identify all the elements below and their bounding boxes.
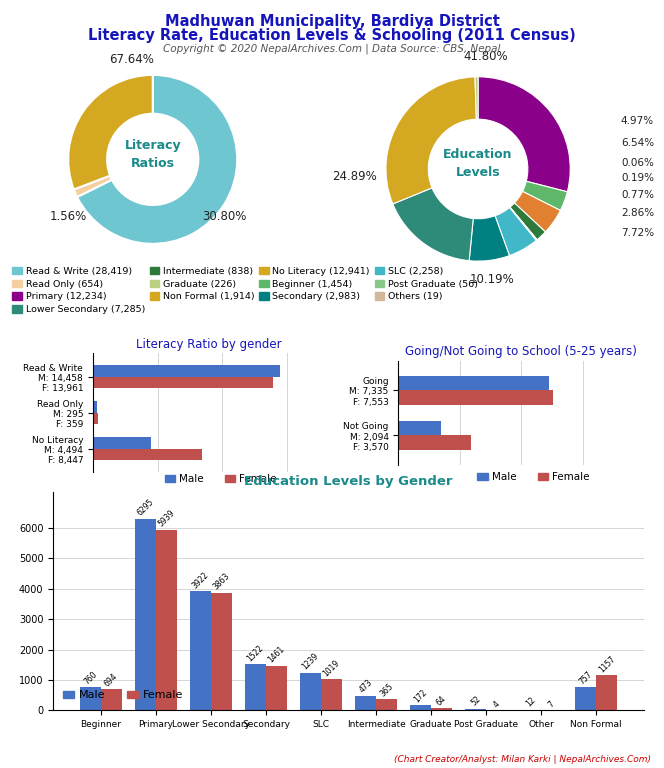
Bar: [93, 449, 202, 461]
Wedge shape: [510, 203, 545, 240]
Wedge shape: [74, 176, 112, 197]
Text: (Chart Creator/Analyst: Milan Karki | NepalArchives.Com): (Chart Creator/Analyst: Milan Karki | Ne…: [394, 755, 651, 764]
Text: 10.19%: 10.19%: [469, 273, 515, 286]
Text: 4: 4: [492, 699, 501, 709]
Text: 3922: 3922: [191, 570, 210, 590]
Bar: [93, 437, 151, 449]
Wedge shape: [509, 207, 537, 240]
Bar: [398, 376, 548, 390]
Wedge shape: [68, 75, 153, 190]
Bar: [93, 377, 273, 389]
Wedge shape: [469, 216, 509, 261]
Bar: [376, 700, 397, 710]
Text: 6.54%: 6.54%: [621, 138, 654, 148]
Bar: [576, 687, 596, 710]
Legend: Male, Female: Male, Female: [161, 470, 281, 488]
Text: 757: 757: [578, 670, 594, 686]
Text: Copyright © 2020 NepalArchives.Com | Data Source: CBS, Nepal: Copyright © 2020 NepalArchives.Com | Dat…: [163, 44, 501, 55]
Text: 52: 52: [469, 694, 482, 707]
Bar: [410, 705, 431, 710]
Text: 6295: 6295: [135, 498, 155, 518]
Bar: [300, 673, 321, 710]
Text: Education
Levels: Education Levels: [444, 148, 513, 179]
Text: 172: 172: [412, 687, 429, 704]
Text: 1.56%: 1.56%: [50, 210, 87, 223]
Wedge shape: [386, 77, 476, 204]
Bar: [190, 591, 211, 710]
Bar: [321, 680, 342, 710]
Text: 760: 760: [82, 670, 99, 686]
Text: 64: 64: [435, 694, 448, 707]
Bar: [266, 666, 287, 710]
Bar: [431, 708, 452, 710]
Text: 12: 12: [525, 696, 537, 709]
Text: 1522: 1522: [246, 643, 266, 663]
Text: 0.77%: 0.77%: [621, 190, 654, 200]
Legend: Read & Write (28,419), Read Only (654), Primary (12,234), Lower Secondary (7,285: Read & Write (28,419), Read Only (654), …: [11, 266, 479, 315]
Text: 1239: 1239: [301, 651, 321, 671]
Text: 3863: 3863: [211, 571, 232, 592]
Title: Literacy Ratio by gender: Literacy Ratio by gender: [136, 338, 282, 351]
Legend: Male, Female: Male, Female: [473, 468, 594, 486]
Text: 473: 473: [357, 678, 374, 695]
Text: 2.86%: 2.86%: [621, 208, 654, 218]
Bar: [80, 687, 101, 710]
Bar: [93, 366, 280, 377]
Bar: [245, 664, 266, 710]
Text: 30.80%: 30.80%: [203, 210, 247, 223]
Text: 1019: 1019: [321, 658, 341, 678]
Wedge shape: [495, 207, 537, 256]
Text: 1157: 1157: [597, 654, 617, 674]
Text: 0.19%: 0.19%: [621, 173, 654, 184]
Text: 67.64%: 67.64%: [109, 53, 154, 66]
Text: Literacy Rate, Education Levels & Schooling (2011 Census): Literacy Rate, Education Levels & School…: [88, 28, 576, 44]
Text: 7.72%: 7.72%: [621, 228, 654, 239]
Text: 5939: 5939: [156, 508, 177, 528]
Text: 365: 365: [378, 681, 395, 698]
Bar: [156, 530, 177, 710]
Wedge shape: [478, 77, 570, 192]
Bar: [93, 401, 97, 413]
Text: Madhuwan Municipality, Bardiya District: Madhuwan Municipality, Bardiya District: [165, 14, 499, 29]
Text: 1461: 1461: [266, 645, 286, 665]
Wedge shape: [393, 188, 473, 260]
Bar: [398, 421, 442, 435]
Bar: [211, 593, 232, 710]
Text: 7: 7: [547, 699, 556, 709]
Bar: [135, 519, 156, 710]
Bar: [355, 696, 376, 710]
Text: 0.06%: 0.06%: [621, 158, 654, 168]
Bar: [465, 709, 486, 710]
Text: Literacy
Ratios: Literacy Ratios: [124, 139, 181, 170]
Text: 4.97%: 4.97%: [621, 116, 654, 126]
Wedge shape: [77, 75, 237, 243]
Wedge shape: [515, 191, 560, 232]
Title: Going/Not Going to School (5-25 years): Going/Not Going to School (5-25 years): [405, 346, 637, 359]
Text: 694: 694: [103, 671, 120, 688]
Text: 41.80%: 41.80%: [463, 50, 508, 63]
Text: 24.89%: 24.89%: [332, 170, 376, 183]
Bar: [398, 390, 553, 405]
Bar: [93, 413, 98, 425]
Bar: [596, 675, 618, 710]
Wedge shape: [523, 181, 567, 210]
Bar: [398, 435, 471, 450]
Legend: Male, Female: Male, Female: [58, 686, 188, 705]
Title: Education Levels by Gender: Education Levels by Gender: [244, 475, 453, 488]
Wedge shape: [475, 77, 478, 119]
Wedge shape: [510, 207, 537, 240]
Bar: [101, 690, 122, 710]
